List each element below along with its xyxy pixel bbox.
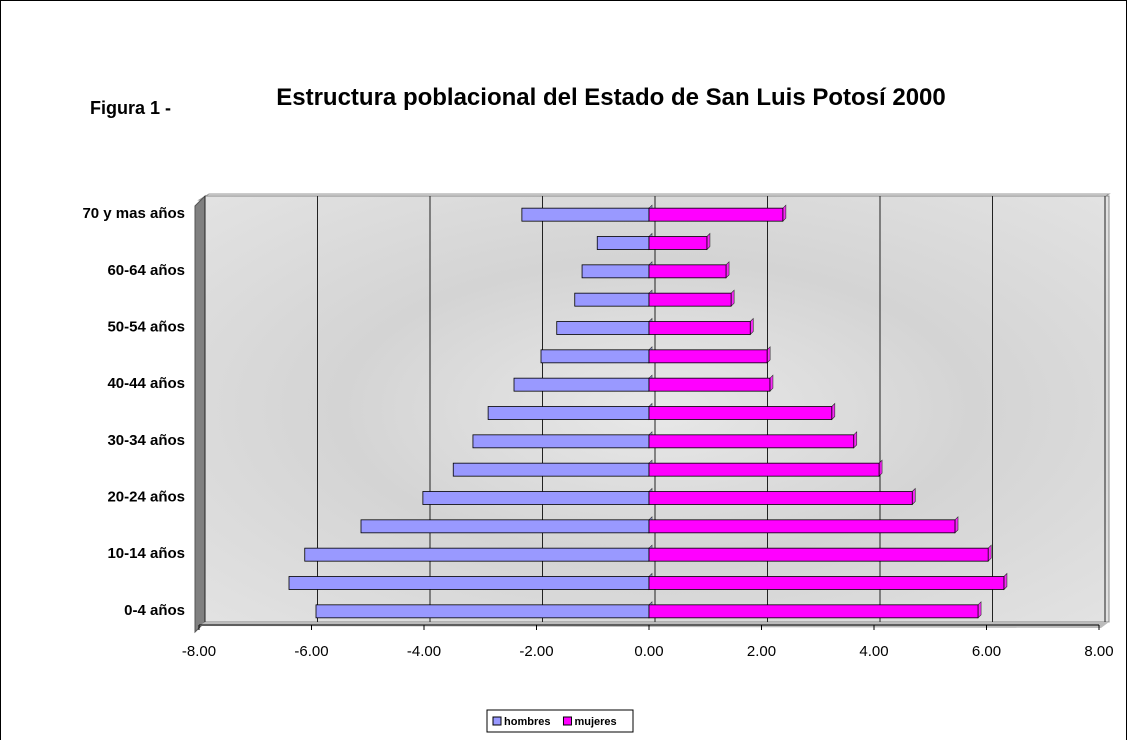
chart-title: Estructura poblacional del Estado de San…	[276, 84, 946, 111]
bar	[422, 491, 650, 505]
bar	[648, 349, 768, 364]
bar-depth	[769, 374, 774, 392]
bar	[648, 576, 1005, 590]
bar-depth	[1003, 572, 1008, 591]
x-tick-label: -8.00	[182, 643, 216, 660]
bar-depth	[954, 516, 959, 534]
x-tick-label: 6.00	[972, 643, 1001, 660]
bar	[487, 406, 650, 420]
x-tick-label: 0.00	[634, 643, 663, 660]
legend-swatch	[492, 716, 502, 726]
x-tick-label: -4.00	[407, 643, 441, 660]
bar-depth	[725, 261, 730, 279]
x-tick-label: -2.00	[519, 643, 553, 660]
bar	[648, 236, 708, 250]
bar	[648, 491, 913, 505]
bar	[648, 264, 727, 279]
bar	[648, 519, 956, 534]
y-tick-label: 30-34 años	[107, 432, 185, 449]
bar-depth	[782, 204, 787, 222]
bar	[596, 236, 650, 250]
bar	[648, 462, 880, 477]
bar	[288, 576, 650, 590]
legend-box	[486, 709, 634, 733]
bar-depth	[987, 544, 992, 562]
bar-depth	[977, 601, 982, 619]
y-tick-label: 40-44 años	[107, 375, 185, 392]
bar-depth	[706, 232, 711, 251]
bar	[540, 349, 650, 364]
legend-label: hombres	[504, 716, 550, 728]
bar	[648, 207, 784, 222]
y-tick-label: 20-24 años	[107, 488, 185, 505]
bar	[556, 321, 650, 335]
legend-label: mujeres	[574, 716, 616, 728]
y-tick-label: 0-4 años	[124, 602, 185, 619]
bar	[360, 519, 650, 534]
figure-label: Figura 1 -	[90, 98, 172, 118]
y-tick-label: 70 y mas años	[82, 205, 185, 222]
bar	[452, 462, 650, 477]
bar-depth	[878, 459, 883, 477]
bar	[315, 604, 650, 619]
bar	[648, 377, 771, 392]
x-tick-label: -6.00	[294, 643, 328, 660]
bar	[648, 604, 979, 619]
y-tick-label: 10-14 años	[107, 545, 185, 562]
bar-depth	[911, 487, 916, 506]
x-tick-label: 8.00	[1084, 643, 1113, 660]
y-tick-label: 50-54 años	[107, 318, 185, 335]
bar	[648, 292, 732, 307]
legend-swatch	[562, 716, 572, 726]
bar-depth	[749, 317, 754, 336]
bar	[648, 406, 833, 420]
bar	[648, 547, 989, 562]
y-tick-label: 60-64 años	[107, 262, 185, 279]
plot-wall	[194, 194, 206, 634]
bar	[581, 264, 650, 279]
bar	[574, 292, 650, 307]
bar	[513, 377, 650, 392]
bar	[648, 321, 751, 335]
x-tick-label: 2.00	[747, 643, 776, 660]
bar	[521, 207, 650, 222]
bar-depth	[766, 346, 771, 364]
bar-depth	[853, 431, 858, 449]
bar	[472, 434, 650, 449]
x-tick-label: 4.00	[859, 643, 888, 660]
bar	[648, 434, 855, 449]
bar-depth	[730, 289, 735, 307]
bar	[304, 547, 650, 562]
bar-depth	[831, 402, 836, 421]
